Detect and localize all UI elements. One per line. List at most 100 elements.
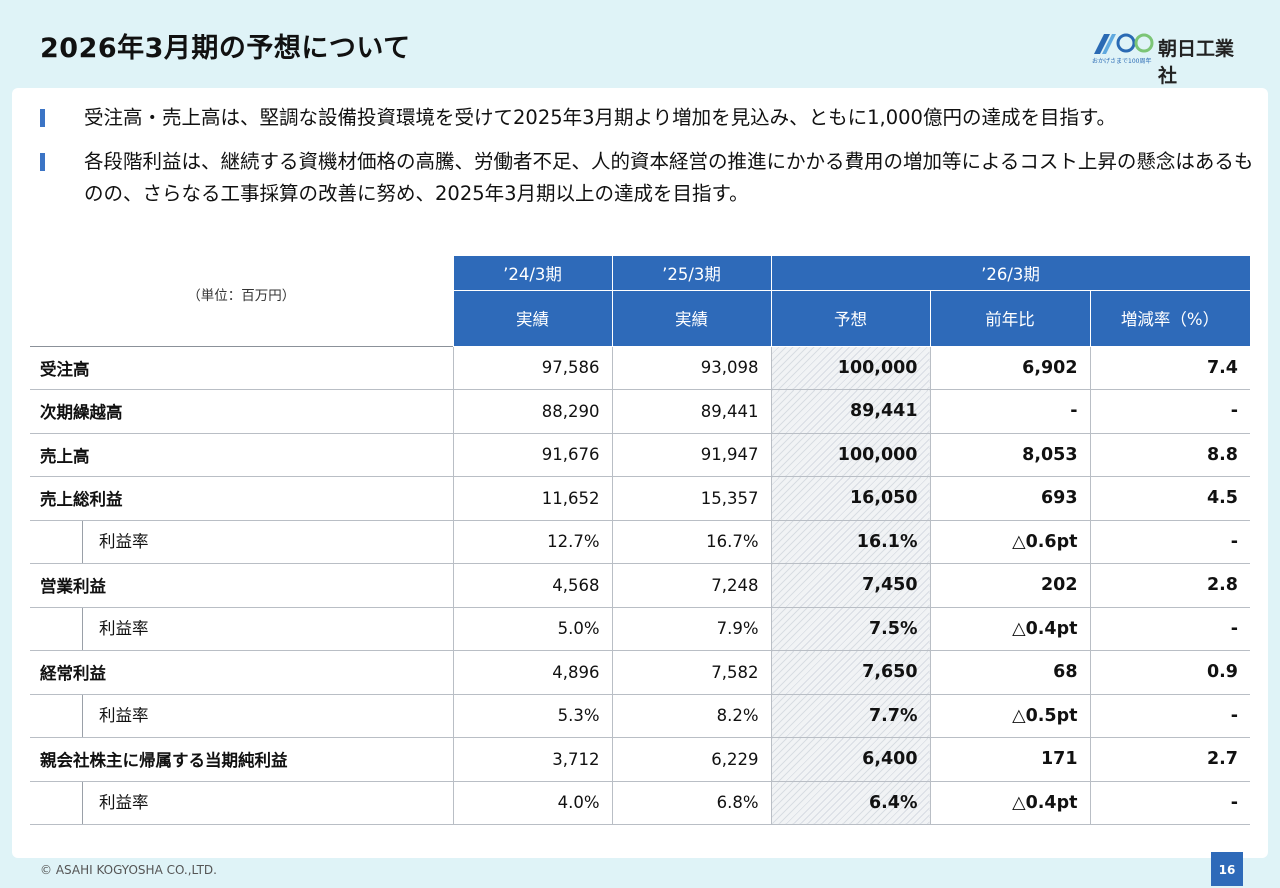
page-number: 16 [1211, 852, 1243, 886]
yoy-cell: 6,902 [929, 345, 1090, 390]
table-row: 次期繰越高 88,290 89,441 89,441- - [30, 389, 1250, 434]
forecast-table: （単位：百万円） ’24/3期 ’25/3期 ’26/3期 実績 実績 予想 前… [30, 256, 1251, 825]
actual-24-cell: 91,676 [452, 433, 612, 477]
forecast-cell: 7.5% [770, 607, 930, 651]
row-label: 売上高 [30, 433, 453, 477]
table-row: 受注高 97,586 93,098 100,000 6,902 7.4 [30, 345, 1250, 390]
row-label: 受注高 [30, 345, 453, 390]
table-row: 売上高 91,676 91,947 100,000 8,053 8.8 [30, 433, 1250, 477]
copyright: © ASAHI KOGYOSHA CO.,LTD. [40, 863, 217, 877]
column-header: 増減率（%） [1089, 290, 1251, 347]
table-row: 売上総利益 11,652 15,357 16,050 693 4.5 [30, 476, 1250, 521]
column-header: 実績 [452, 290, 613, 347]
company-name: 朝日工業社 [1158, 38, 1235, 87]
yoy-cell: △0.6pt [929, 520, 1090, 564]
actual-25-cell: 6.8% [611, 781, 771, 825]
actual-25-cell: 93,098 [611, 345, 771, 390]
table-row: 親会社株主に帰属する当期純利益 3,712 6,229 6,400 171 2.7 [30, 737, 1250, 782]
forecast-cell: 100,000 [770, 433, 930, 477]
table-row: 経常利益 4,896 7,582 7,650 68 0.9 [30, 650, 1250, 695]
actual-25-cell: 6,229 [611, 737, 771, 782]
row-label: 売上総利益 [30, 476, 453, 521]
row-label: 利益率 [30, 781, 453, 825]
row-label: 経常利益 [30, 650, 453, 695]
logo-mark-icon [1094, 33, 1154, 54]
row-label: 利益率 [30, 694, 453, 738]
change-rate-cell: 4.5 [1089, 476, 1250, 521]
table-row: 利益率 4.0% 6.8% 6.4% △0.4pt - [30, 781, 1250, 825]
row-label-text: 利益率 [82, 694, 453, 737]
bullet-text: 受注高・売上高は、堅調な設備投資環境を受けて2025年3月期より増加を見込み、と… [84, 106, 1117, 129]
yoy-cell: 693 [929, 476, 1090, 521]
period-header: ’25/3期 [611, 256, 772, 291]
forecast-cell: 16.1% [770, 520, 930, 564]
actual-25-cell: 7.9% [611, 607, 771, 651]
logo-subtitle: おかげさまで100周年 [1092, 58, 1152, 65]
forecast-cell: 16,050 [770, 476, 930, 521]
actual-24-cell: 5.3% [452, 694, 612, 738]
column-header: 前年比 [929, 290, 1091, 347]
column-header: 実績 [611, 290, 772, 347]
actual-24-cell: 12.7% [452, 520, 612, 564]
company-logo: おかげさまで100周年 朝日工業社 [1092, 32, 1242, 87]
actual-24-cell: 88,290 [452, 389, 612, 434]
yoy-cell: 171 [929, 737, 1090, 782]
change-rate-cell: 0.9 [1089, 650, 1250, 695]
change-rate-cell: 2.8 [1089, 563, 1250, 608]
actual-25-cell: 89,441 [611, 389, 771, 434]
forecast-cell: 6,400 [770, 737, 930, 782]
change-rate-cell: 2.7 [1089, 737, 1250, 782]
row-label-text: 利益率 [82, 520, 453, 563]
change-rate-cell: 7.4 [1089, 345, 1250, 390]
yoy-cell: - [929, 389, 1090, 434]
bullet-bar [40, 153, 45, 171]
period-header: ’24/3期 [452, 256, 613, 291]
column-header: 予想 [770, 290, 931, 347]
content-panel: 受注高・売上高は、堅調な設備投資環境を受けて2025年3月期より増加を見込み、と… [12, 88, 1268, 858]
forecast-cell: 100,000 [770, 345, 930, 390]
change-rate-cell: - [1089, 781, 1250, 825]
yoy-cell: △0.4pt [929, 607, 1090, 651]
forecast-cell: 7,650 [770, 650, 930, 695]
bullet-bar [40, 109, 45, 127]
table-row: 営業利益 4,568 7,248 7,450 202 2.8 [30, 563, 1250, 608]
row-label-text: 利益率 [82, 607, 453, 650]
row-label: 次期繰越高 [30, 389, 453, 434]
yoy-cell: 68 [929, 650, 1090, 695]
bullet-text: 各段階利益は、継続する資機材価格の高騰、労働者不足、人的資本経営の推進にかかる費… [84, 150, 1254, 205]
actual-25-cell: 16.7% [611, 520, 771, 564]
page-title: 2026年3月期の予想について [40, 33, 411, 64]
yoy-cell: △0.5pt [929, 694, 1090, 738]
actual-25-cell: 15,357 [611, 476, 771, 521]
table-row: 利益率 12.7% 16.7% 16.1% △0.6pt - [30, 520, 1250, 564]
yoy-cell: 8,053 [929, 433, 1090, 477]
row-label-text: 利益率 [82, 781, 453, 824]
change-rate-cell: - [1089, 694, 1250, 738]
period-header: ’26/3期 [770, 256, 1251, 291]
change-rate-cell: 8.8 [1089, 433, 1250, 477]
forecast-cell: 6.4% [770, 781, 930, 825]
forecast-cell: 89,441 [770, 389, 930, 434]
actual-24-cell: 97,586 [452, 345, 612, 390]
table-row: 利益率 5.3% 8.2% 7.7% △0.5pt - [30, 694, 1250, 738]
change-rate-cell: - [1089, 389, 1250, 434]
actual-24-cell: 5.0% [452, 607, 612, 651]
forecast-cell: 7,450 [770, 563, 930, 608]
forecast-cell: 7.7% [770, 694, 930, 738]
actual-24-cell: 4,896 [452, 650, 612, 695]
actual-25-cell: 7,248 [611, 563, 771, 608]
row-label: 利益率 [30, 607, 453, 651]
yoy-cell: △0.4pt [929, 781, 1090, 825]
unit-label: （単位：百万円） [187, 287, 296, 304]
actual-24-cell: 11,652 [452, 476, 612, 521]
actual-25-cell: 7,582 [611, 650, 771, 695]
row-label: 利益率 [30, 520, 453, 564]
actual-24-cell: 4,568 [452, 563, 612, 608]
row-label: 営業利益 [30, 563, 453, 608]
actual-24-cell: 4.0% [452, 781, 612, 825]
yoy-cell: 202 [929, 563, 1090, 608]
row-label: 親会社株主に帰属する当期純利益 [30, 737, 453, 782]
actual-25-cell: 8.2% [611, 694, 771, 738]
change-rate-cell: - [1089, 520, 1250, 564]
actual-24-cell: 3,712 [452, 737, 612, 782]
